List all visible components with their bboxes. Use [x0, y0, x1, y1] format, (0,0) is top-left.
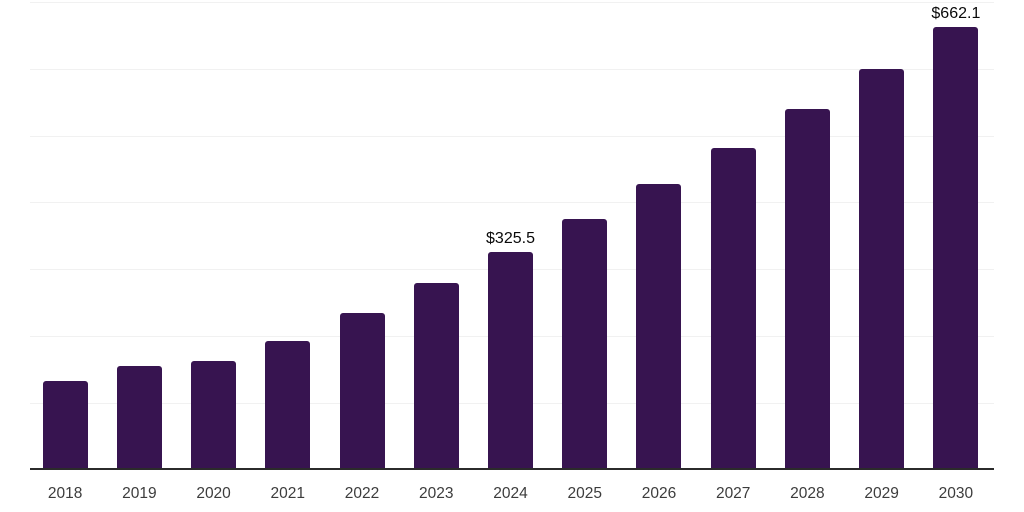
bar-2029: [859, 69, 905, 470]
gridline: [30, 68, 994, 70]
bar-2023: [413, 283, 459, 470]
bar-2028: [784, 108, 830, 470]
gridline: [30, 202, 994, 204]
bar-2021: [265, 341, 311, 470]
bar-2022: [339, 313, 385, 470]
x-tick-label-2029: 2029: [864, 485, 899, 502]
x-tick-label-2028: 2028: [790, 485, 825, 502]
bar-2025: [562, 219, 608, 470]
bar-2030: [933, 27, 979, 470]
x-axis-line: [30, 468, 994, 470]
x-tick-label-2018: 2018: [47, 485, 83, 502]
x-tick-label-2030: 2030: [938, 485, 974, 502]
bar-2026: [636, 183, 682, 470]
bar-2018: [42, 381, 88, 470]
bar-2019: [116, 365, 162, 470]
x-tick-label-2024: 2024: [493, 485, 528, 502]
x-tick-label-2023: 2023: [419, 485, 454, 502]
data-label-2024: $325.5: [486, 230, 535, 248]
x-tick-label-2026: 2026: [641, 485, 677, 502]
bar-2027: [710, 147, 756, 470]
x-tick-label-2021: 2021: [270, 485, 306, 502]
gridline: [30, 1, 994, 3]
x-tick-label-2025: 2025: [567, 485, 602, 502]
x-tick-label-2022: 2022: [344, 485, 380, 502]
data-label-2030: $662.1: [931, 5, 981, 23]
x-tick-label-2020: 2020: [196, 485, 231, 502]
gridline: [30, 135, 994, 137]
bar-2024: [488, 252, 533, 470]
bar-2020: [191, 361, 237, 470]
x-tick-label-2027: 2027: [715, 485, 751, 502]
x-tick-label-2019: 2019: [122, 485, 157, 502]
